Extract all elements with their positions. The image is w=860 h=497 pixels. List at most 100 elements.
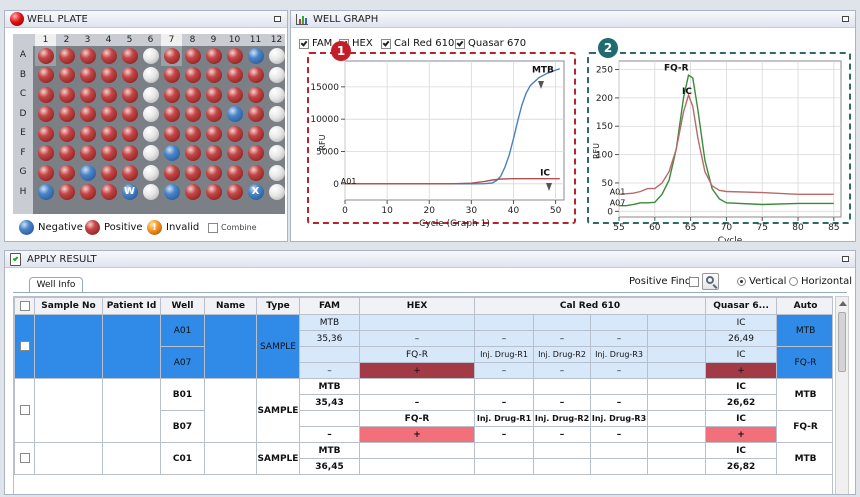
well-E6[interactable]: [142, 125, 159, 142]
well-G8[interactable]: [184, 164, 201, 181]
panel-pin-button[interactable]: [842, 16, 849, 22]
well-B9[interactable]: [205, 67, 222, 84]
well-E2[interactable]: [58, 125, 75, 142]
well-A3[interactable]: [79, 47, 96, 64]
well-cell[interactable]: A07: [160, 346, 205, 379]
well-C4[interactable]: [100, 86, 117, 103]
well-F10[interactable]: [226, 145, 243, 162]
well-F6[interactable]: [142, 145, 159, 162]
well-H2[interactable]: [58, 184, 75, 201]
well-G7[interactable]: [163, 164, 180, 181]
column-header-cal-red-610[interactable]: Cal Red 610: [473, 297, 707, 315]
well-G6[interactable]: [142, 164, 159, 181]
column-header[interactable]: 1: [35, 34, 56, 46]
column-header-well[interactable]: Well: [160, 297, 205, 315]
row-checkbox[interactable]: [19, 405, 30, 416]
well-B7[interactable]: [163, 67, 180, 84]
column-header-hex[interactable]: HEX: [359, 297, 475, 315]
well-B4[interactable]: [100, 67, 117, 84]
table-row[interactable]: B01 SAMPLE MTB IC MTB: [14, 378, 832, 443]
well-A7[interactable]: [163, 47, 180, 64]
well-E5[interactable]: [121, 125, 138, 142]
well-D7[interactable]: [163, 106, 180, 123]
well-D1[interactable]: [37, 106, 54, 123]
well-H10[interactable]: [226, 184, 243, 201]
well-B8[interactable]: [184, 67, 201, 84]
magnifier-button[interactable]: [702, 273, 719, 290]
well-C2[interactable]: [58, 86, 75, 103]
well-D5[interactable]: [121, 106, 138, 123]
well-A1[interactable]: [37, 47, 54, 64]
well-G12[interactable]: [268, 164, 285, 181]
scroll-up-arrow[interactable]: [839, 301, 847, 306]
well-B2[interactable]: [58, 67, 75, 84]
well-E11[interactable]: [247, 125, 264, 142]
table-row[interactable]: C01 SAMPLE MTB IC MTB: [14, 442, 832, 475]
well-G5[interactable]: [121, 164, 138, 181]
well-B6[interactable]: [142, 67, 159, 84]
well-C3[interactable]: [79, 86, 96, 103]
well-D3[interactable]: [79, 106, 96, 123]
well-G9[interactable]: [205, 164, 222, 181]
well-H1[interactable]: [37, 184, 54, 201]
well-E10[interactable]: [226, 125, 243, 142]
column-header-auto[interactable]: Auto: [776, 297, 832, 315]
well-B1[interactable]: [37, 67, 54, 84]
column-header[interactable]: 5: [126, 35, 133, 45]
well-E7[interactable]: [163, 125, 180, 142]
column-header[interactable]: 7: [161, 34, 182, 46]
well-H12[interactable]: [268, 184, 285, 201]
well-A11[interactable]: [247, 47, 264, 64]
well-F3[interactable]: [79, 145, 96, 162]
table-row[interactable]: 35,36– – – –26,49: [15, 330, 833, 347]
panel-pin-button[interactable]: [274, 16, 281, 22]
well-D2[interactable]: [58, 106, 75, 123]
table-row[interactable]: 36,45 26,82: [15, 458, 833, 475]
channel-checkbox[interactable]: [455, 39, 465, 49]
well-H6[interactable]: [142, 184, 159, 201]
tab-well-info[interactable]: Well Info: [29, 277, 83, 293]
well-C8[interactable]: [184, 86, 201, 103]
channel-checkbox[interactable]: [381, 39, 391, 49]
well-F2[interactable]: [58, 145, 75, 162]
well-F8[interactable]: [184, 145, 201, 162]
well-C5[interactable]: [121, 86, 138, 103]
well-cell[interactable]: C01: [160, 442, 205, 475]
combine-checkbox[interactable]: [208, 223, 218, 233]
well-D6[interactable]: [142, 106, 159, 123]
panel-pin-button[interactable]: [842, 256, 849, 262]
well-G1[interactable]: [37, 164, 54, 181]
well-cell[interactable]: B01: [160, 378, 205, 411]
well-E9[interactable]: [205, 125, 222, 142]
well-A2[interactable]: [58, 47, 75, 64]
well-C9[interactable]: [205, 86, 222, 103]
well-F12[interactable]: [268, 145, 285, 162]
column-header[interactable]: 8: [189, 35, 196, 45]
select-all-checkbox[interactable]: [19, 300, 30, 311]
well-H7[interactable]: [163, 184, 180, 201]
column-header[interactable]: 4: [105, 35, 112, 45]
well-A4[interactable]: [100, 47, 117, 64]
well-H9[interactable]: [205, 184, 222, 201]
well-B12[interactable]: [268, 67, 285, 84]
column-header-sample-no[interactable]: Sample No: [34, 297, 103, 315]
row-header[interactable]: H: [19, 186, 27, 197]
column-header-fam[interactable]: FAM: [299, 297, 360, 315]
vertical-radio[interactable]: [737, 277, 746, 286]
scroll-thumb[interactable]: [838, 312, 846, 372]
row-header[interactable]: D: [19, 108, 27, 119]
row-checkbox[interactable]: [19, 453, 30, 464]
well-A8[interactable]: [184, 47, 201, 64]
well-B5[interactable]: [121, 67, 138, 84]
well-H5[interactable]: W: [121, 184, 138, 201]
well-F1[interactable]: [37, 145, 54, 162]
well-D12[interactable]: [268, 106, 285, 123]
well-D4[interactable]: [100, 106, 117, 123]
well-cell[interactable]: A01: [160, 314, 205, 347]
well-C11[interactable]: [247, 86, 264, 103]
row-header[interactable]: B: [19, 69, 27, 80]
well-D11[interactable]: [247, 106, 264, 123]
table-row[interactable]: B07 FQ-R Inj. Drug-R1 Inj. Drug-R2 Inj. Drug…: [15, 410, 832, 443]
row-select-cell[interactable]: [14, 314, 35, 379]
well-F5[interactable]: [121, 145, 138, 162]
